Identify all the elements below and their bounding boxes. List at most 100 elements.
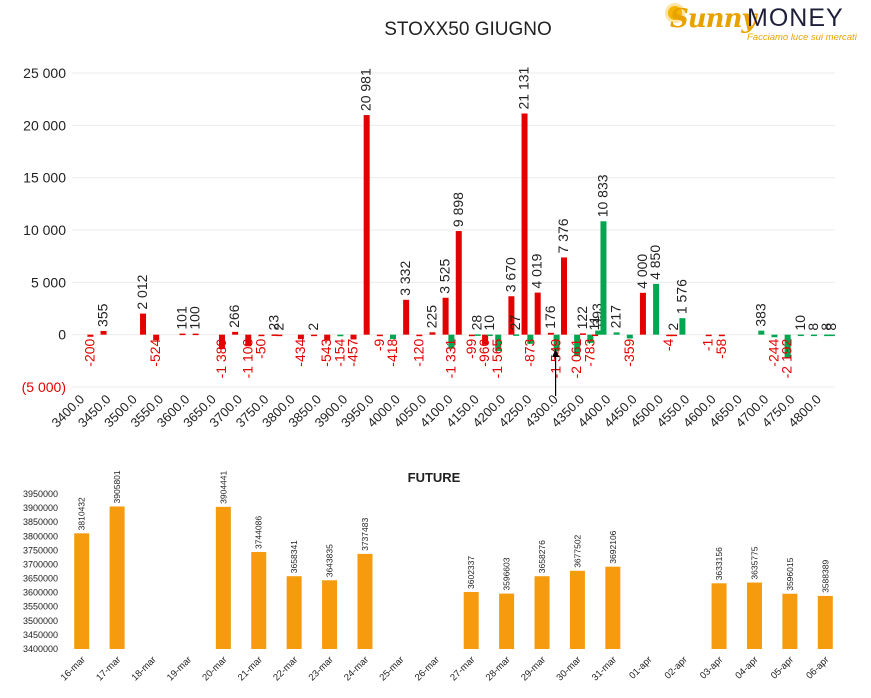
bar	[311, 334, 318, 337]
data-label: -783	[581, 338, 597, 366]
data-label: -524	[147, 338, 163, 366]
bar	[232, 331, 239, 335]
y-tick-label: (5 000)	[22, 379, 66, 395]
data-label: 122	[574, 306, 590, 330]
bar	[653, 283, 660, 335]
bar	[87, 334, 94, 337]
data-label: 11	[586, 316, 602, 331]
data-label: 4 850	[647, 245, 663, 280]
x-tick-label: 24-mar	[342, 654, 371, 683]
bar	[286, 576, 302, 649]
x-tick-label: 21-mar	[236, 654, 265, 683]
data-label: 3692106	[608, 530, 618, 563]
x-tick-label: 03-apr	[698, 654, 725, 681]
data-label: -434	[292, 338, 308, 366]
data-label: -457	[345, 338, 361, 366]
x-tick-label: 23-mar	[307, 654, 336, 683]
bar	[251, 552, 267, 649]
bar	[245, 334, 252, 347]
y-tick-label: 10 000	[23, 222, 66, 238]
data-label: -154	[331, 338, 347, 366]
y-tick-label: 3900000	[23, 503, 58, 513]
bar	[179, 333, 186, 336]
bar	[153, 334, 160, 341]
data-label: -1 389	[213, 338, 229, 378]
data-label: 3658341	[289, 540, 299, 573]
bar	[797, 334, 804, 337]
bar	[389, 334, 396, 340]
data-label: 8	[818, 323, 834, 331]
bar	[782, 593, 798, 649]
bar	[276, 334, 283, 337]
sun-icon	[668, 6, 682, 20]
data-label: 3904441	[218, 470, 228, 503]
data-label: 217	[608, 305, 624, 329]
bar	[784, 334, 791, 358]
x-tick-label: 22-mar	[271, 654, 300, 683]
bar	[626, 334, 633, 339]
y-tick-label: 3550000	[23, 602, 58, 612]
y-tick-label: 3450000	[23, 630, 58, 640]
bar	[824, 334, 831, 337]
bar	[587, 334, 594, 343]
data-label: -359	[621, 338, 637, 366]
x-tick-label: 01-apr	[627, 654, 654, 681]
data-label: 3 525	[437, 259, 453, 294]
y-tick-label: 3800000	[23, 531, 58, 541]
x-tick-label: 30-mar	[554, 654, 583, 683]
x-tick-label: 17-mar	[94, 654, 123, 683]
data-label: 3 332	[397, 261, 413, 296]
bar	[357, 553, 373, 649]
data-label: -2 061	[568, 338, 584, 378]
data-label: 3602337	[466, 556, 476, 589]
bar	[758, 330, 765, 335]
chart-title: STOXX50 GIUGNO	[384, 19, 552, 40]
data-label: 3677502	[572, 534, 582, 567]
bar	[639, 292, 646, 335]
x-tick-label: 18-mar	[130, 654, 159, 683]
data-label: 10 833	[594, 174, 610, 217]
data-label: 21 131	[516, 66, 532, 109]
future-chart: FUTURE 3400000 3450000 3500000 3550000 360000…	[23, 470, 833, 683]
data-label: 3810432	[77, 497, 87, 530]
bar	[324, 334, 331, 341]
bar	[513, 334, 520, 336]
bar	[455, 231, 462, 335]
data-label: -9	[371, 338, 387, 351]
bar	[679, 318, 686, 335]
bar	[482, 334, 489, 345]
logo-tagline: Facciamo luce sui mercati	[747, 32, 857, 43]
data-label: -418	[384, 338, 400, 366]
data-label: 3643835	[325, 544, 335, 577]
data-label: -873	[521, 338, 537, 366]
y-tick-label: 0	[58, 327, 66, 343]
data-label: 355	[95, 303, 111, 327]
bar	[416, 334, 423, 337]
bar	[499, 593, 515, 649]
bar	[534, 292, 541, 335]
bar	[534, 576, 550, 649]
bar	[350, 334, 357, 340]
logo-brand-second: MONEY	[747, 4, 844, 32]
bar	[403, 299, 410, 335]
data-label: 4 000	[634, 254, 650, 289]
bar	[468, 334, 475, 337]
logo-brand-first: Sunny	[670, 4, 757, 34]
data-label: 10	[481, 315, 497, 331]
bar	[718, 334, 725, 337]
data-label: 100	[187, 306, 203, 330]
bar	[508, 296, 515, 335]
sunny-money-logo: Sunny MONEY Facciamo luce sui mercati	[668, 2, 868, 44]
bar	[579, 333, 586, 335]
bar	[463, 591, 479, 649]
bar	[442, 297, 449, 335]
bar	[828, 334, 835, 337]
y-tick-label: 3700000	[23, 559, 58, 569]
chart-title: FUTURE	[408, 470, 461, 485]
data-label: 2	[305, 323, 321, 331]
bar	[192, 333, 199, 336]
bar	[705, 334, 712, 337]
strike-marker-arrowhead	[552, 349, 560, 357]
data-label: 2 012	[134, 274, 150, 309]
data-label: -120	[410, 338, 426, 366]
